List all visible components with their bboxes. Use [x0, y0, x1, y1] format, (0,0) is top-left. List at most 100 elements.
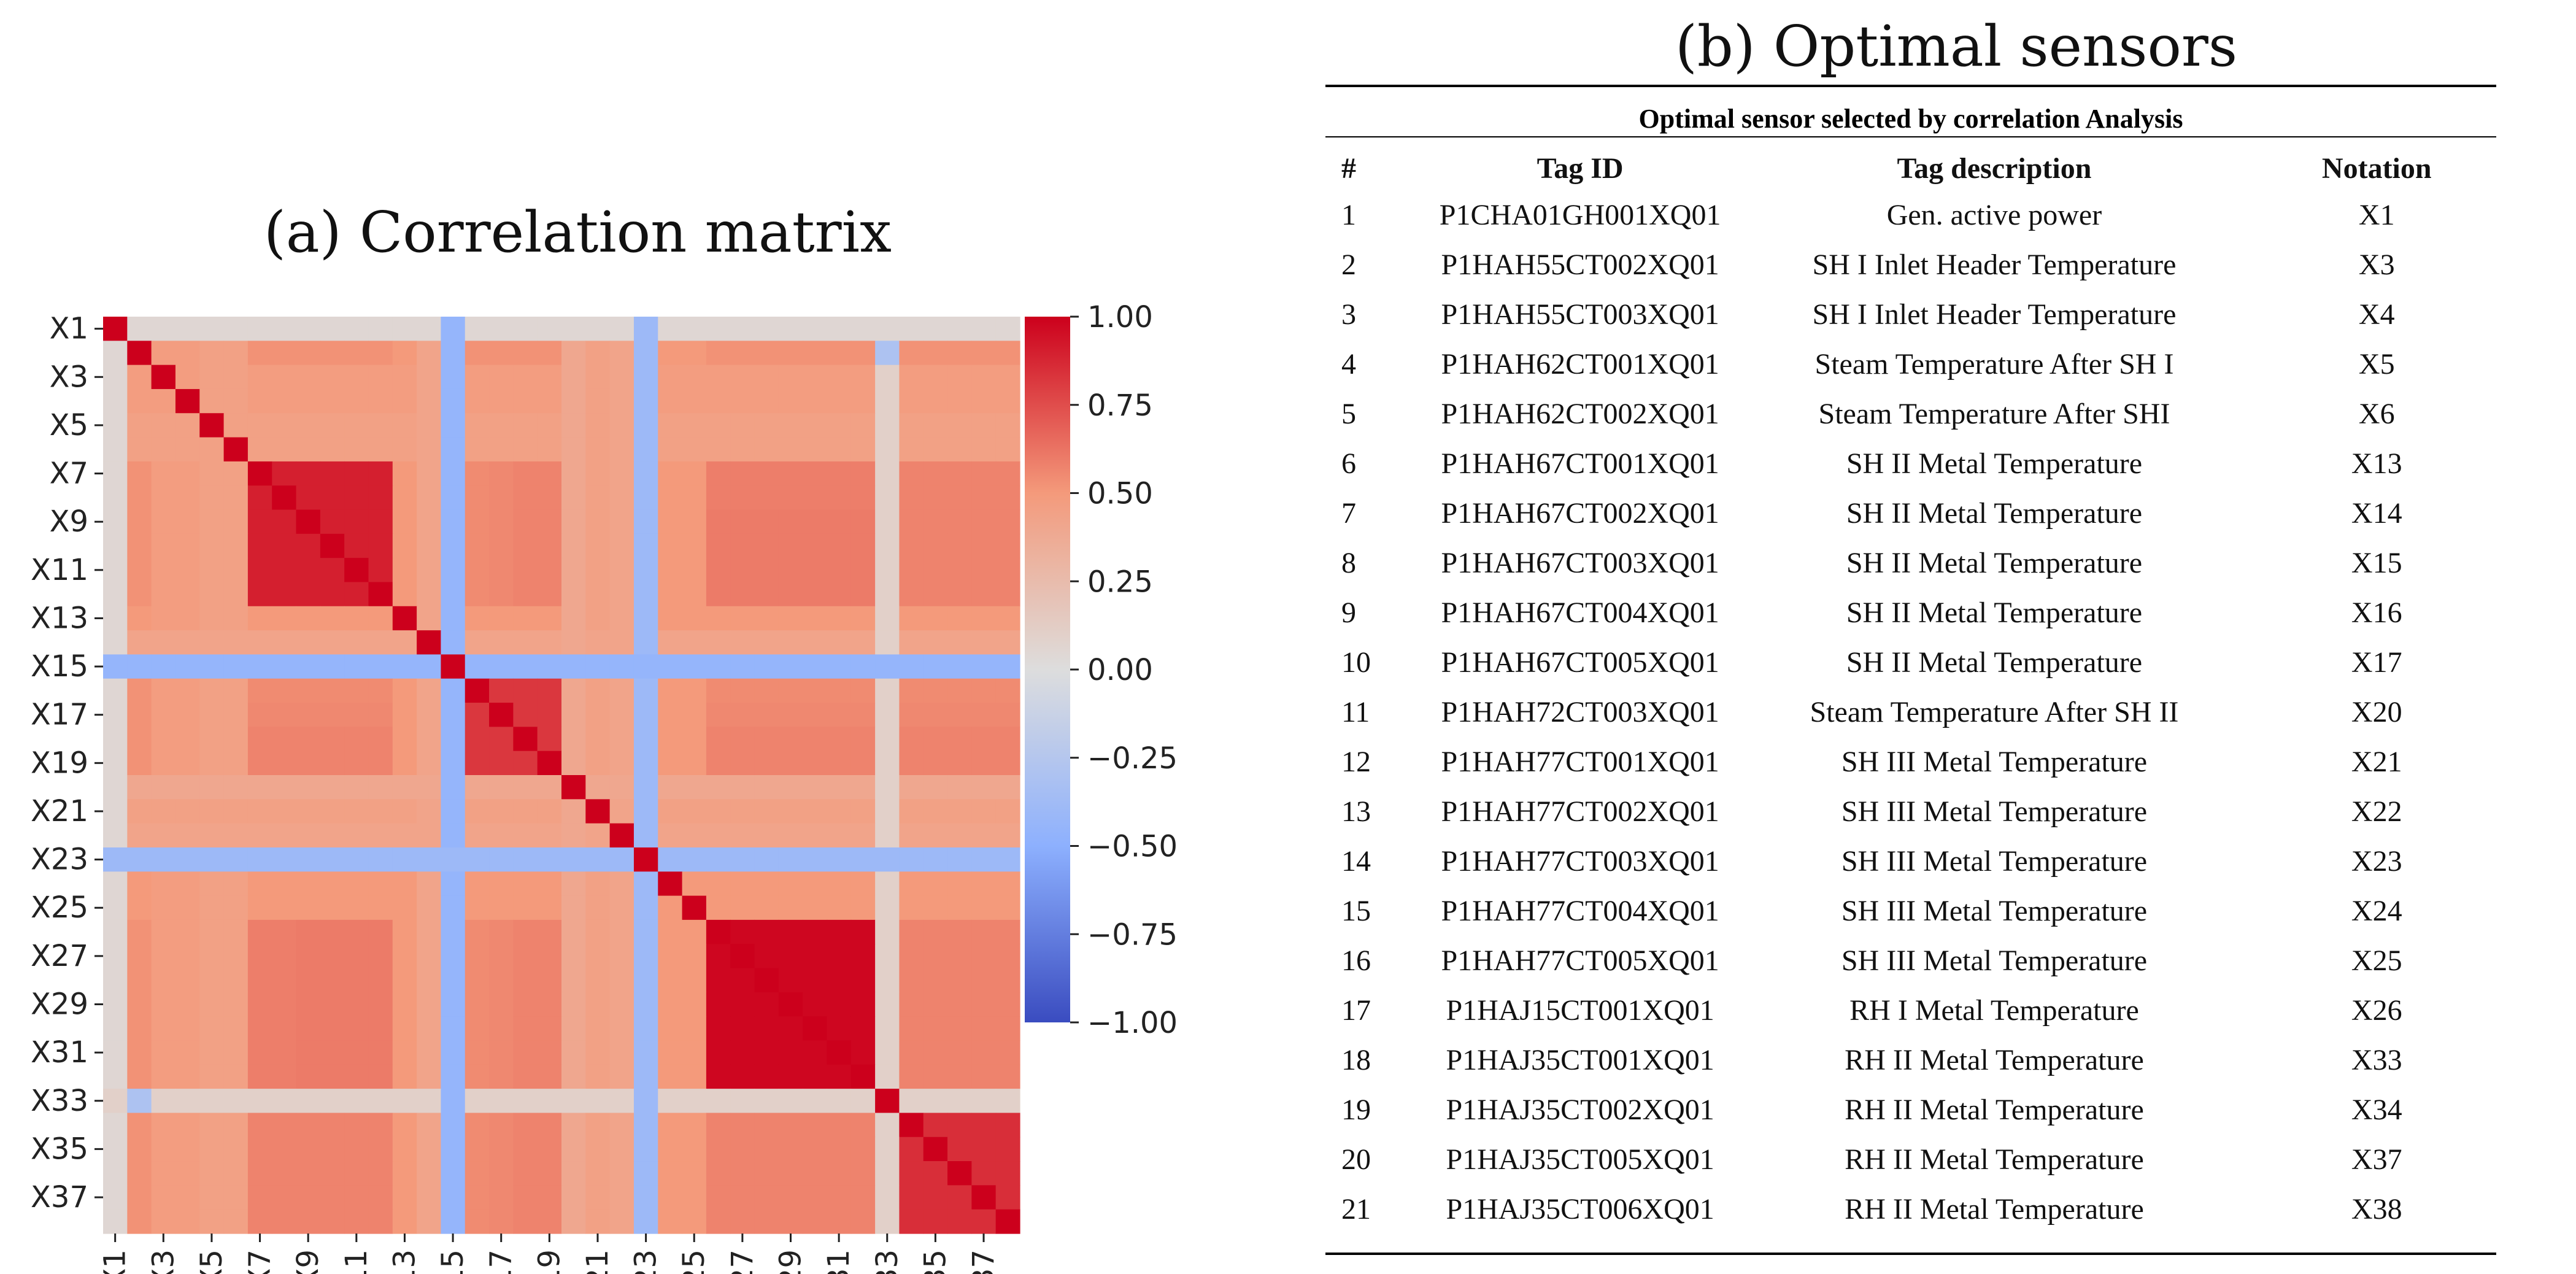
heatmap-cell	[175, 678, 200, 703]
heatmap-cell	[441, 341, 466, 366]
heatmap-cell	[561, 727, 586, 752]
heatmap-cell	[850, 944, 876, 969]
heatmap-cell	[175, 1040, 200, 1065]
heatmap-cell	[247, 365, 272, 390]
heatmap-cell	[827, 1089, 852, 1114]
heatmap-cell	[754, 727, 779, 752]
x-tick-label: X7	[243, 1249, 277, 1274]
colorbar-tick-label: 0.50	[1087, 477, 1153, 511]
heatmap-cell	[199, 775, 225, 800]
heatmap-cell	[223, 1064, 249, 1089]
heatmap-cell	[103, 968, 128, 993]
heatmap-cell	[320, 485, 345, 511]
heatmap-cell	[127, 703, 152, 727]
heatmap-cell	[730, 1016, 755, 1041]
heatmap-cell	[609, 654, 634, 679]
heatmap-cell	[803, 413, 828, 438]
heatmap-cell	[151, 823, 176, 848]
heatmap-cell	[778, 1185, 803, 1210]
heatmap-cell	[995, 1185, 1020, 1210]
heatmap-cell	[971, 509, 997, 535]
heatmap-cell	[489, 775, 514, 800]
x-tick-label: X37	[966, 1249, 1001, 1274]
heatmap-cell	[585, 1064, 611, 1089]
heatmap-cell	[682, 558, 707, 583]
heatmap-cell	[465, 388, 490, 414]
heatmap-cell	[392, 606, 417, 631]
heatmap-cell	[489, 1089, 514, 1114]
heatmap-cell	[247, 606, 272, 631]
heatmap-cell	[609, 1137, 634, 1162]
heatmap-cell	[850, 630, 876, 655]
heatmap-cell	[127, 895, 152, 921]
heatmap-cell	[513, 703, 538, 727]
row-tag-id: P1HAH67CT005XQ01	[1441, 646, 1719, 679]
heatmap-cell	[633, 533, 658, 558]
heatmap-cell	[344, 1089, 369, 1114]
heatmap-cell	[320, 461, 345, 486]
heatmap-cell	[778, 1137, 803, 1162]
heatmap-cell	[175, 485, 200, 511]
heatmap-cell	[971, 582, 997, 607]
heatmap-cell	[537, 1137, 562, 1162]
heatmap-cell	[151, 751, 176, 776]
heatmap-cell	[585, 1209, 611, 1234]
heatmap-cell	[585, 847, 611, 872]
heatmap-cell	[778, 365, 803, 390]
heatmap-cell	[151, 509, 176, 535]
heatmap-cell	[103, 630, 128, 655]
heatmap-cell	[875, 437, 900, 462]
heatmap-cell	[151, 630, 176, 655]
heatmap-cell	[417, 823, 442, 848]
heatmap-cell	[658, 775, 683, 800]
row-tag-description: SH I Inlet Header Temperature	[1812, 298, 2177, 331]
heatmap-cell	[850, 1185, 876, 1210]
heatmap-cell	[344, 775, 369, 800]
heatmap-cell	[730, 751, 755, 776]
heatmap-cell	[658, 485, 683, 511]
heatmap-cell	[175, 461, 200, 486]
heatmap-cell	[633, 630, 658, 655]
heatmap-cell	[850, 775, 876, 800]
row-tag-id: P1HAH77CT004XQ01	[1441, 895, 1719, 927]
heatmap-cell	[247, 799, 272, 824]
heatmap-cell	[682, 799, 707, 824]
heatmap-cell	[561, 413, 586, 438]
heatmap-cell	[827, 1113, 852, 1138]
heatmap-cell	[272, 630, 297, 655]
heatmap-cell	[272, 919, 297, 944]
heatmap-cell	[730, 1185, 755, 1210]
heatmap-cell	[247, 341, 272, 366]
heatmap-cell	[127, 1161, 152, 1186]
heatmap-cell	[127, 485, 152, 511]
heatmap-cell	[947, 919, 972, 944]
heatmap-cell	[296, 317, 321, 341]
heatmap-cell	[995, 1016, 1020, 1041]
heatmap-cell	[368, 582, 393, 607]
heatmap-cell	[465, 582, 490, 607]
heatmap-cell	[272, 388, 297, 414]
heatmap-cell	[320, 1113, 345, 1138]
heatmap-cell	[223, 1016, 249, 1041]
heatmap-cell	[513, 413, 538, 438]
heatmap-cell	[465, 1161, 490, 1186]
heatmap-cell	[899, 1016, 924, 1041]
heatmap-cell	[103, 992, 128, 1017]
heatmap-cell	[561, 1064, 586, 1089]
heatmap-cell	[803, 485, 828, 511]
heatmap-cell	[247, 1016, 272, 1041]
x-tick-label: X31	[822, 1249, 856, 1274]
heatmap-cell	[513, 799, 538, 824]
heatmap-cell	[465, 895, 490, 921]
heatmap-cell	[633, 558, 658, 583]
row-num: 12	[1341, 746, 1371, 778]
heatmap-cell	[609, 509, 634, 535]
heatmap-cell	[392, 509, 417, 535]
heatmap-cell	[392, 654, 417, 679]
heatmap-cell	[489, 751, 514, 776]
heatmap-cell	[923, 606, 948, 631]
heatmap-cell	[585, 919, 611, 944]
heatmap-cell	[537, 799, 562, 824]
heatmap-cell	[658, 944, 683, 969]
heatmap-cell	[223, 606, 249, 631]
